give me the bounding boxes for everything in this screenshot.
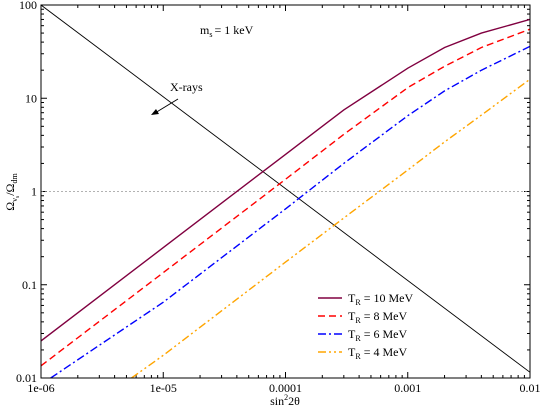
xrays-arrowhead	[151, 109, 159, 115]
xrays-arrow	[154, 98, 179, 114]
legend-label-10mev: TR = 10 MeV	[348, 291, 413, 307]
x-axis-label: sin22θ	[270, 393, 300, 408]
y-tick-label: 100	[19, 0, 37, 12]
legend-label-4mev: TR = 4 MeV	[348, 345, 407, 361]
y-tick-label: 10	[25, 91, 37, 105]
x-tick-label: 0.01	[520, 381, 541, 395]
mass-annotation-main: m	[200, 23, 210, 37]
y-tick-label: 1	[31, 185, 37, 199]
x-tick-label: 1e-06	[27, 381, 54, 395]
x-tick-label: 0.001	[394, 381, 421, 395]
tick-labels: 1e-06 1e-05 0.0001 0.001 0.01 0.01 0.1 1 10 100	[16, 0, 541, 395]
x-tick-label: 1e-05	[150, 381, 177, 395]
x-tick-label: 0.0001	[269, 381, 302, 395]
series-line-3	[131, 78, 530, 378]
xrays-annotation: X-rays	[170, 80, 203, 94]
legend-label-6mev: TR = 6 MeV	[348, 327, 407, 343]
mass-annotation-rest: = 1 keV	[214, 23, 253, 37]
y-axis-label: Ωνs/Ωdm	[3, 173, 21, 211]
series-line-1	[41, 28, 530, 367]
y-tick-label: 0.1	[22, 278, 37, 292]
mass-annotation: ms = 1 keV	[200, 23, 254, 39]
legend-label-8mev: TR = 8 MeV	[348, 309, 407, 325]
series-line-2	[50, 45, 530, 378]
y-tick-label: 0.01	[16, 371, 37, 385]
plot-frame	[40, 4, 531, 379]
series-line-0	[41, 18, 530, 342]
plot-lines	[41, 5, 530, 378]
legend: TR = 10 MeV TR = 8 MeV TR = 6 MeV TR = 4…	[318, 291, 413, 361]
xray-line	[41, 5, 530, 373]
mass-annotation-sub: s	[209, 30, 212, 39]
